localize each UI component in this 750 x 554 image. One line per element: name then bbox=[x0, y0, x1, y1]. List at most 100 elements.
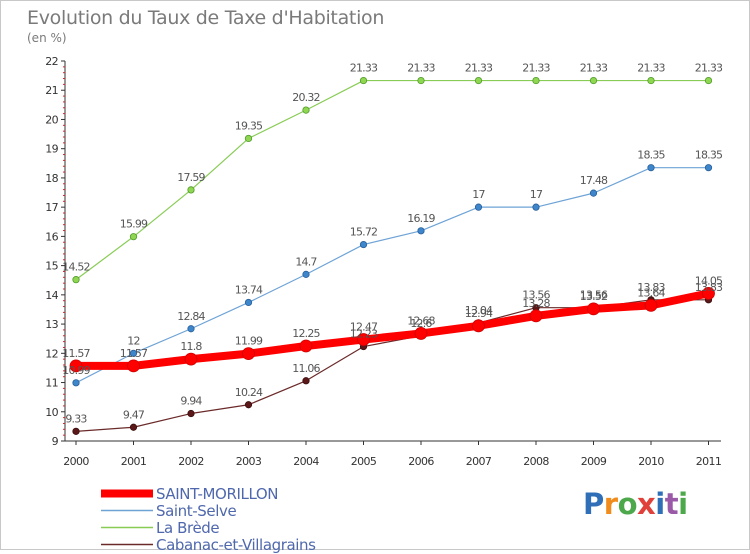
legend-item-saint-selve[interactable]: Saint-Selve bbox=[101, 502, 316, 519]
data-point-cabanac-et-villagrains bbox=[72, 427, 80, 435]
data-point-saint-morillon bbox=[644, 298, 658, 312]
data-point-saint-morillon bbox=[242, 347, 255, 361]
data-label-la-br-de: 14.52 bbox=[62, 261, 90, 274]
page-subtitle: (en %) bbox=[27, 31, 67, 45]
data-point-la-br-de bbox=[647, 76, 655, 85]
data-label-saint-selve: 14.7 bbox=[295, 255, 317, 268]
data-point-saint-selve bbox=[647, 164, 655, 172]
data-label-cabanac-et-villagrains: 13.56 bbox=[580, 289, 608, 302]
logo-letter: t bbox=[664, 487, 679, 521]
data-point-la-br-de bbox=[187, 186, 195, 194]
data-label-saint-morillon: 13.64 bbox=[637, 286, 665, 299]
data-label-saint-selve: 12.84 bbox=[177, 310, 205, 323]
logo-letter: x bbox=[637, 487, 656, 521]
data-label-saint-morillon: 13.28 bbox=[522, 297, 550, 310]
data-point-saint-morillon bbox=[357, 333, 370, 346]
y-tick-label: 21 bbox=[45, 84, 58, 97]
data-label-la-br-de: 21.33 bbox=[407, 62, 435, 75]
data-label-la-br-de: 21.33 bbox=[637, 62, 665, 75]
chart-axes: 9 10 11 12 13 14 15 16 17 18 19 20 21 22 2000 2001 2002 2… bbox=[45, 55, 722, 468]
data-point-saint-selve bbox=[187, 325, 195, 333]
y-tick-label: 13 bbox=[45, 318, 58, 331]
legend-swatch-la-brede bbox=[101, 526, 153, 529]
legend-swatch-saint-morillon bbox=[101, 489, 153, 498]
legend-item-la-brede[interactable]: La Brède bbox=[101, 519, 316, 536]
data-label-saint-morillon: 13.52 bbox=[580, 290, 608, 303]
data-label-saint-selve: 17.48 bbox=[580, 174, 608, 187]
data-label-cabanac-et-villagrains: 9.33 bbox=[65, 412, 87, 425]
x-tick-label: 2004 bbox=[293, 455, 319, 468]
data-label-cabanac-et-villagrains: 13.83 bbox=[637, 281, 665, 294]
x-tick-label: 2011 bbox=[696, 455, 722, 468]
data-point-saint-selve bbox=[589, 189, 598, 197]
data-label-saint-selve: 12 bbox=[127, 334, 139, 347]
data-label-saint-morillon: 11.8 bbox=[180, 340, 202, 353]
y-tick-label: 19 bbox=[45, 143, 58, 156]
data-label-saint-morillon: 14.05 bbox=[695, 274, 723, 287]
y-tick-label: 10 bbox=[45, 406, 58, 419]
data-label-la-br-de: 21.33 bbox=[350, 62, 378, 75]
data-label-saint-morillon: 11.99 bbox=[235, 335, 263, 348]
data-label-cabanac-et-villagrains: 13.56 bbox=[522, 289, 550, 302]
data-label-cabanac-et-villagrains: 13.83 bbox=[695, 281, 723, 294]
data-label-cabanac-et-villagrains: 12.6 bbox=[410, 317, 432, 330]
data-label-saint-morillon: 12.94 bbox=[465, 307, 493, 320]
logo-letter: P bbox=[583, 487, 604, 521]
data-point-la-br-de bbox=[302, 106, 310, 114]
data-label-saint-selve: 13.74 bbox=[235, 283, 263, 296]
data-label-cabanac-et-villagrains: 13.04 bbox=[465, 304, 493, 317]
x-tick-label: 2009 bbox=[581, 455, 607, 468]
data-label-cabanac-et-villagrains: 12.23 bbox=[350, 328, 378, 341]
y-tick-label: 14 bbox=[45, 289, 58, 302]
data-point-la-br-de bbox=[244, 134, 253, 143]
series-line-saint-selve bbox=[75, 167, 710, 384]
data-point-saint-morillon bbox=[414, 327, 428, 340]
data-point-la-br-de bbox=[589, 76, 598, 85]
data-label-saint-selve: 10.99 bbox=[62, 364, 90, 377]
data-point-cabanac-et-villagrains bbox=[129, 423, 138, 431]
data-point-la-br-de bbox=[532, 76, 540, 85]
data-label-la-br-de: 21.33 bbox=[465, 62, 493, 75]
data-label-la-br-de: 20.32 bbox=[292, 91, 320, 104]
y-tick-label: 18 bbox=[45, 172, 58, 185]
data-point-cabanac-et-villagrains bbox=[187, 409, 195, 418]
data-label-saint-morillon: 12.25 bbox=[292, 327, 320, 340]
data-point-saint-selve bbox=[72, 379, 80, 387]
data-label-saint-morillon: 11.57 bbox=[62, 347, 90, 360]
legend-item-cabanac-et-villagrains[interactable]: Cabanac-et-Villagrains bbox=[101, 536, 316, 553]
legend-label: Saint-Selve bbox=[156, 501, 237, 520]
data-label-saint-morillon: 11.57 bbox=[120, 347, 148, 360]
data-label-saint-selve: 15.72 bbox=[350, 226, 378, 239]
legend-swatch-cabanac-et-villagrains bbox=[101, 543, 153, 546]
y-tick-label: 15 bbox=[45, 260, 58, 273]
data-point-la-br-de bbox=[359, 76, 368, 85]
data-label-saint-selve: 18.35 bbox=[695, 149, 723, 162]
data-point-saint-morillon bbox=[69, 359, 83, 373]
y-tick-label: 16 bbox=[45, 230, 58, 243]
data-point-la-br-de bbox=[72, 276, 80, 284]
data-point-saint-morillon bbox=[529, 309, 543, 323]
legend-swatch-saint-selve bbox=[101, 509, 153, 512]
legend-label: Cabanac-et-Villagrains bbox=[156, 535, 316, 554]
data-point-saint-selve bbox=[359, 240, 368, 249]
data-label-saint-morillon: 12.68 bbox=[407, 314, 435, 327]
data-point-la-br-de bbox=[129, 233, 138, 241]
data-label-saint-selve: 17 bbox=[530, 188, 543, 201]
data-label-la-br-de: 17.59 bbox=[177, 171, 205, 184]
legend-item-saint-morillon[interactable]: SAINT-MORILLON bbox=[101, 485, 316, 502]
data-label-cabanac-et-villagrains: 11.06 bbox=[292, 362, 320, 375]
data-label-cabanac-et-villagrains: 9.94 bbox=[180, 395, 202, 408]
x-tick-label: 2005 bbox=[351, 455, 377, 468]
data-label-la-br-de: 21.33 bbox=[580, 62, 608, 75]
data-point-la-br-de bbox=[704, 76, 713, 85]
series-la-br-de bbox=[72, 76, 713, 284]
data-point-la-br-de bbox=[474, 76, 483, 85]
data-point-saint-morillon bbox=[127, 359, 140, 373]
legend-label: La Brède bbox=[156, 518, 220, 537]
logo-letter: r bbox=[603, 487, 618, 521]
data-point-saint-morillon bbox=[702, 286, 715, 300]
legend-label: SAINT-MORILLON bbox=[156, 484, 279, 503]
